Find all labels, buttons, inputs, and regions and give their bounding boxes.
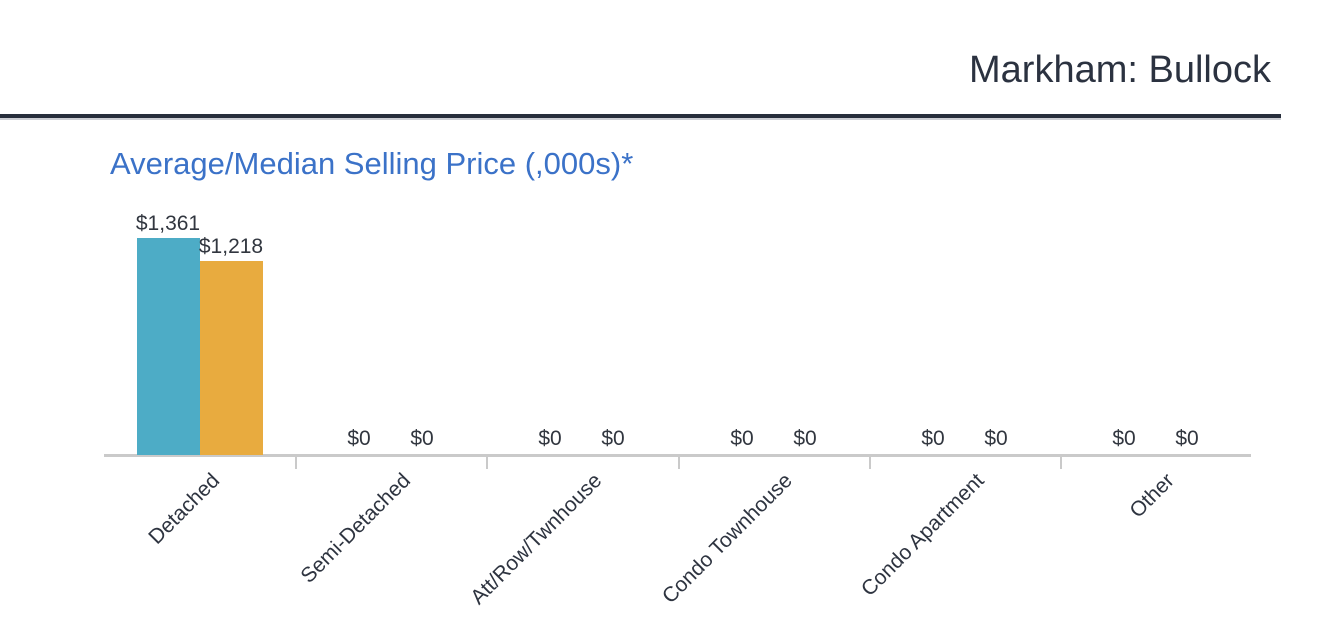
bar-value-label: $0 — [601, 427, 625, 450]
bar-value-label: $0 — [1175, 427, 1199, 450]
bar-value-label: $1,361 — [135, 212, 201, 235]
bar-value-label: $0 — [347, 427, 371, 450]
bar-value-label: $0 — [1112, 427, 1136, 450]
x-axis-tick — [295, 456, 297, 469]
page-title: Markham: Bullock — [969, 49, 1271, 91]
x-axis-line — [104, 454, 1251, 457]
chart-title: Average/Median Selling Price (,000s)* — [110, 146, 634, 181]
x-axis-tick — [678, 456, 680, 469]
bar-value-label: $0 — [538, 427, 562, 450]
bar-median-0 — [200, 261, 263, 455]
bar-value-label: $0 — [921, 427, 945, 450]
x-axis-label-2: Att/Row/Twnhouse — [466, 469, 607, 610]
bar-value-label: $0 — [793, 427, 817, 450]
bar-value-label: $0 — [730, 427, 754, 450]
x-axis-label-0: Detached — [144, 469, 225, 549]
x-axis-label-4: Condo Apartment — [856, 469, 989, 601]
bar-average-0 — [137, 238, 200, 455]
bar-value-label: $0 — [410, 427, 434, 450]
x-axis-tick — [1060, 456, 1062, 469]
x-axis-tick — [486, 456, 488, 469]
x-axis-label-5: Other — [1125, 469, 1180, 523]
x-axis-label-1: Semi-Detached — [296, 469, 416, 588]
x-axis-tick — [869, 456, 871, 469]
x-axis-label-3: Condo Townhouse — [658, 469, 798, 609]
bar-value-label: $0 — [984, 427, 1008, 450]
header-divider — [0, 114, 1281, 120]
bar-value-label: $1,218 — [198, 235, 264, 258]
